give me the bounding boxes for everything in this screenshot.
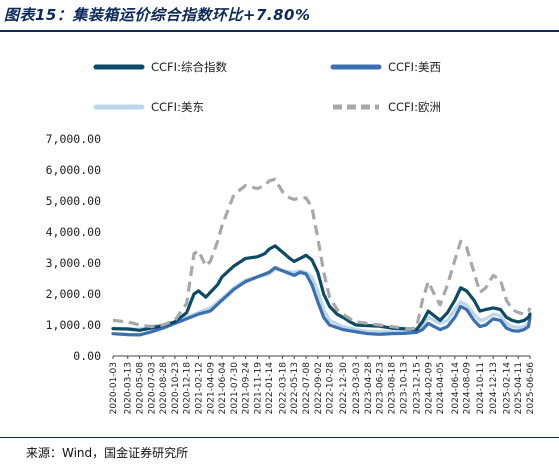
y-tick-label: 1,000.00 <box>46 318 101 332</box>
series-line <box>111 244 532 332</box>
x-tick-label: 2022-03-18 <box>278 362 288 415</box>
x-tick-label: 2023-12-15 <box>413 362 423 414</box>
legend-label: CCFI:欧洲 <box>388 100 441 114</box>
x-tick-label: 2022-01-14 <box>265 362 275 415</box>
x-tick-label: 2020-10-23 <box>171 362 181 414</box>
y-tick-label: 2,000.00 <box>46 287 101 301</box>
x-tick-label: 2021-02-12 <box>194 362 204 414</box>
y-tick-label: 3,000.00 <box>46 256 101 270</box>
series-line <box>112 177 532 331</box>
x-tick-label: 2025-02-14 <box>502 362 512 415</box>
y-tick-label: 5,000.00 <box>46 194 101 208</box>
x-tick-label: 2021-04-09 <box>206 362 216 415</box>
x-tick-label: 2022-07-08 <box>302 362 312 415</box>
legend-label: CCFI:综合指数 <box>151 60 227 74</box>
x-tick-label: 2022-05-13 <box>290 362 300 414</box>
x-tick-label: 2022-12-30 <box>339 362 349 415</box>
x-tick-label: 2021-09-24 <box>242 362 252 415</box>
x-tick-label: 2023-04-28 <box>364 362 374 415</box>
x-tick-label: 2024-02-09 <box>424 362 434 415</box>
x-tick-label: 2021-07-30 <box>230 362 240 415</box>
x-tick-label: 2025-04-11 <box>514 362 524 414</box>
x-tick-label: 2020-01-03 <box>109 362 119 414</box>
x-tick-label: 2022-10-28 <box>326 362 336 415</box>
x-tick-label: 2020-08-28 <box>159 362 169 415</box>
x-tick-label: 2020-12-18 <box>183 362 193 415</box>
x-tick-label: 2023-06-23 <box>376 362 386 414</box>
x-tick-label: 2020-03-13 <box>124 362 134 414</box>
x-tick-label: 2021-06-04 <box>218 362 228 415</box>
x-tick-label: 2020-07-03 <box>147 362 157 414</box>
series-line <box>111 266 532 337</box>
x-tick-label: 2021-11-19 <box>253 362 263 415</box>
legend-label: CCFI:美东 <box>151 100 204 114</box>
series-layer <box>111 177 532 337</box>
y-tick-label: 7,000.00 <box>46 132 101 146</box>
chart-axes: 0.00 1,000.00 2,000.00 3,000.00 4,000.00 5,00… <box>46 132 536 414</box>
x-tick-label: 2024-10-11 <box>476 362 486 414</box>
y-tick-label: 6,000.00 <box>46 163 101 177</box>
series-line <box>111 267 532 334</box>
x-tick-label: 2020-05-08 <box>136 362 146 415</box>
title-divider <box>0 30 559 32</box>
x-tick-label: 2023-08-18 <box>387 362 397 415</box>
source-divider <box>0 437 559 438</box>
source-note: 来源：Wind，国金证券研究所 <box>26 446 189 460</box>
x-tick-label: 2024-08-09 <box>463 362 473 415</box>
page-title: 图表15：集装箱运价综合指数环比+7.80% <box>4 6 311 24</box>
x-tick-label: 2025-06-06 <box>526 362 536 415</box>
y-tick-label: 0.00 <box>73 349 101 363</box>
legend-label: CCFI:美西 <box>388 60 441 74</box>
y-tick-label: 4,000.00 <box>46 225 101 239</box>
x-tick-label: 2022-09-02 <box>314 362 324 414</box>
x-tick-label: 2023-03-03 <box>352 362 362 414</box>
x-tick-label: 2024-06-14 <box>451 362 461 415</box>
legend: CCFI:综合指数 CCFI:美西 CCFI:美东 CCFI:欧洲 <box>93 60 441 114</box>
x-tick-label: 2024-04-05 <box>436 362 446 414</box>
x-tick-label: 2024-12-13 <box>489 362 499 414</box>
x-tick-label: 2023-10-13 <box>399 362 409 414</box>
